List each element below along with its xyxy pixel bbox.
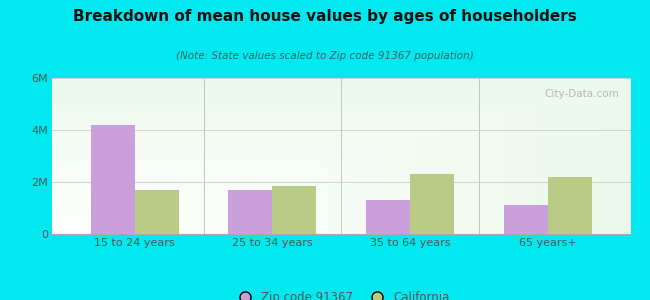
Bar [410, 174, 454, 234]
Legend: Zip code 91367, California: Zip code 91367, California [228, 287, 454, 300]
Text: City-Data.com: City-Data.com [544, 89, 619, 99]
Text: (Note: State values scaled to Zip code 91367 population): (Note: State values scaled to Zip code 9… [176, 51, 474, 61]
Bar [272, 186, 317, 234]
Bar [228, 190, 272, 234]
Bar [135, 190, 179, 234]
Bar [548, 177, 592, 234]
Bar [504, 206, 548, 234]
Bar [366, 200, 410, 234]
Text: Breakdown of mean house values by ages of householders: Breakdown of mean house values by ages o… [73, 9, 577, 24]
Bar [90, 125, 135, 234]
